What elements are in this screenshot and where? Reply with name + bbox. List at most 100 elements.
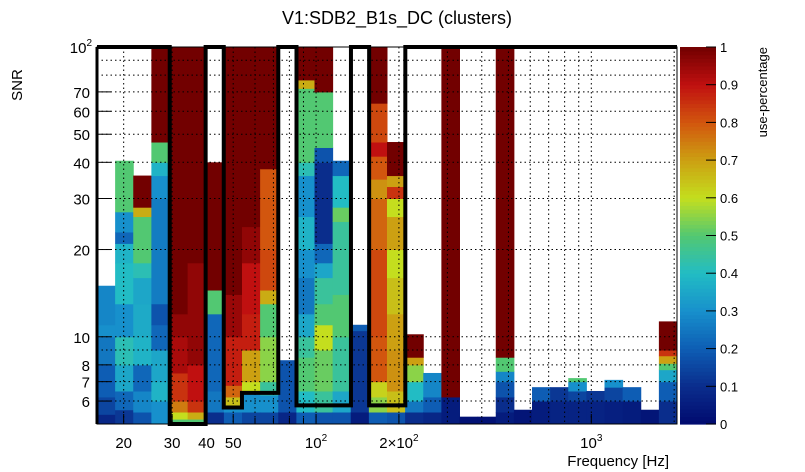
colorbar-swatch [680,246,716,252]
colorbar-swatch [680,96,716,101]
heatmap-cell [387,313,406,351]
colorbar-swatch [680,160,716,165]
heatmap-cell [532,401,551,425]
heatmap-cell [133,216,152,264]
colorbar-swatch [680,224,716,229]
heatmap-cell [115,160,134,213]
colorbar-swatch [680,352,716,357]
heatmap-cell [368,249,388,338]
heatmap-cell [604,379,624,388]
colorbar-swatch [680,363,716,369]
heatmap-cell [495,381,515,398]
heatmap-cell [350,330,370,413]
x-tick-label: 30 [164,435,181,452]
heatmap-cell [97,414,116,425]
heatmap-cell [405,401,424,413]
heatmap-cell [133,207,152,218]
colorbar-swatch [680,65,716,71]
heatmap-cell [368,198,388,251]
colorbar-tick-label: 0.3 [720,304,738,319]
colorbar-swatch [680,265,716,271]
x-tick-label-base: 20 [115,435,132,452]
colorbar-swatch [680,194,716,199]
heatmap-cell [97,324,116,338]
heatmap-cell [260,290,279,305]
colorbar-swatch [680,239,716,244]
heatmap-cell [260,168,279,251]
colorbar-swatch [680,359,716,365]
heatmap-cell [187,401,207,413]
heatmap-cell [115,409,134,425]
x-tick-label-base: 50 [225,435,242,452]
y-tick-label-base: 10 [70,40,87,57]
colorbar-swatch [680,378,716,384]
heatmap-cell [133,175,152,208]
heatmap-cell [260,394,279,413]
colorbar-swatch [680,114,716,120]
colorbar-swatch [680,216,716,222]
heatmap-cell [368,47,388,104]
colorbar-swatch [680,220,716,225]
y-tick-label-base: 50 [73,127,90,144]
heatmap-cell [368,156,388,180]
heatmap-cell [441,396,460,425]
heatmap-cell [260,412,279,425]
heatmap-cell [169,401,189,413]
x-tick-label: 50 [225,435,242,452]
heatmap-cell [151,142,170,163]
heatmap-cell [332,412,352,425]
colorbar-swatch [680,371,716,376]
y-tick-label: 30 [73,192,90,209]
y-tick-label-exponent: 2 [86,38,92,49]
colorbar-tick-label: 0 [720,417,727,432]
colorbar-swatch [680,397,716,402]
y-tick-label: 70 [73,85,90,102]
heatmap-cell [205,162,225,291]
colorbar-swatch [680,235,716,240]
colorbar-swatch [680,416,716,421]
colorbar-swatch [680,325,716,331]
heatmap-cells [97,47,678,425]
colorbar-swatch [680,126,716,131]
colorbar-swatch [680,341,716,346]
colorbar-swatch [680,314,716,320]
colorbar-swatch [680,333,716,338]
heatmap-cell [368,336,388,383]
x-tick-label-exponent: 2 [413,433,419,444]
heatmap-cell [387,216,406,251]
heatmap-cell [332,207,352,222]
colorbar-swatch [680,356,716,361]
heatmap-cell [387,198,406,218]
y-tick-label: 7 [82,375,90,392]
y-tick-label: 20 [73,243,90,260]
colorbar-swatch [680,393,716,399]
heatmap-cell [151,381,170,402]
colorbar-swatch [680,137,716,142]
x-tick-label-exponent: 3 [597,433,603,444]
x-tick-label-base: 30 [164,435,181,452]
colorbar-swatch [680,390,716,395]
heatmap-cell [332,221,352,295]
heatmap-cell [242,47,261,228]
colorbar-tick-label: 0.8 [720,115,738,130]
colorbar-swatch [680,148,716,154]
colorbar-swatch [680,273,716,278]
colorbar-swatch [680,231,716,237]
colorbar-tick-label: 0.1 [720,379,738,394]
colorbar-swatch [680,337,716,342]
heatmap-cell [296,412,315,425]
colorbar-swatch [680,145,716,150]
colorbar-swatch [680,243,716,248]
heatmap-cell [115,303,134,338]
heatmap-cell [387,390,406,413]
heatmap-cell [314,277,334,305]
colorbar-swatch [680,276,716,282]
heatmap-cell [242,313,261,351]
heatmap-cell [115,262,134,305]
colorbar-swatch [680,197,716,203]
heatmap-cell [260,303,279,338]
colorbar-swatch [680,303,716,308]
heatmap-cell [387,186,406,200]
heatmap-cell [97,336,116,366]
